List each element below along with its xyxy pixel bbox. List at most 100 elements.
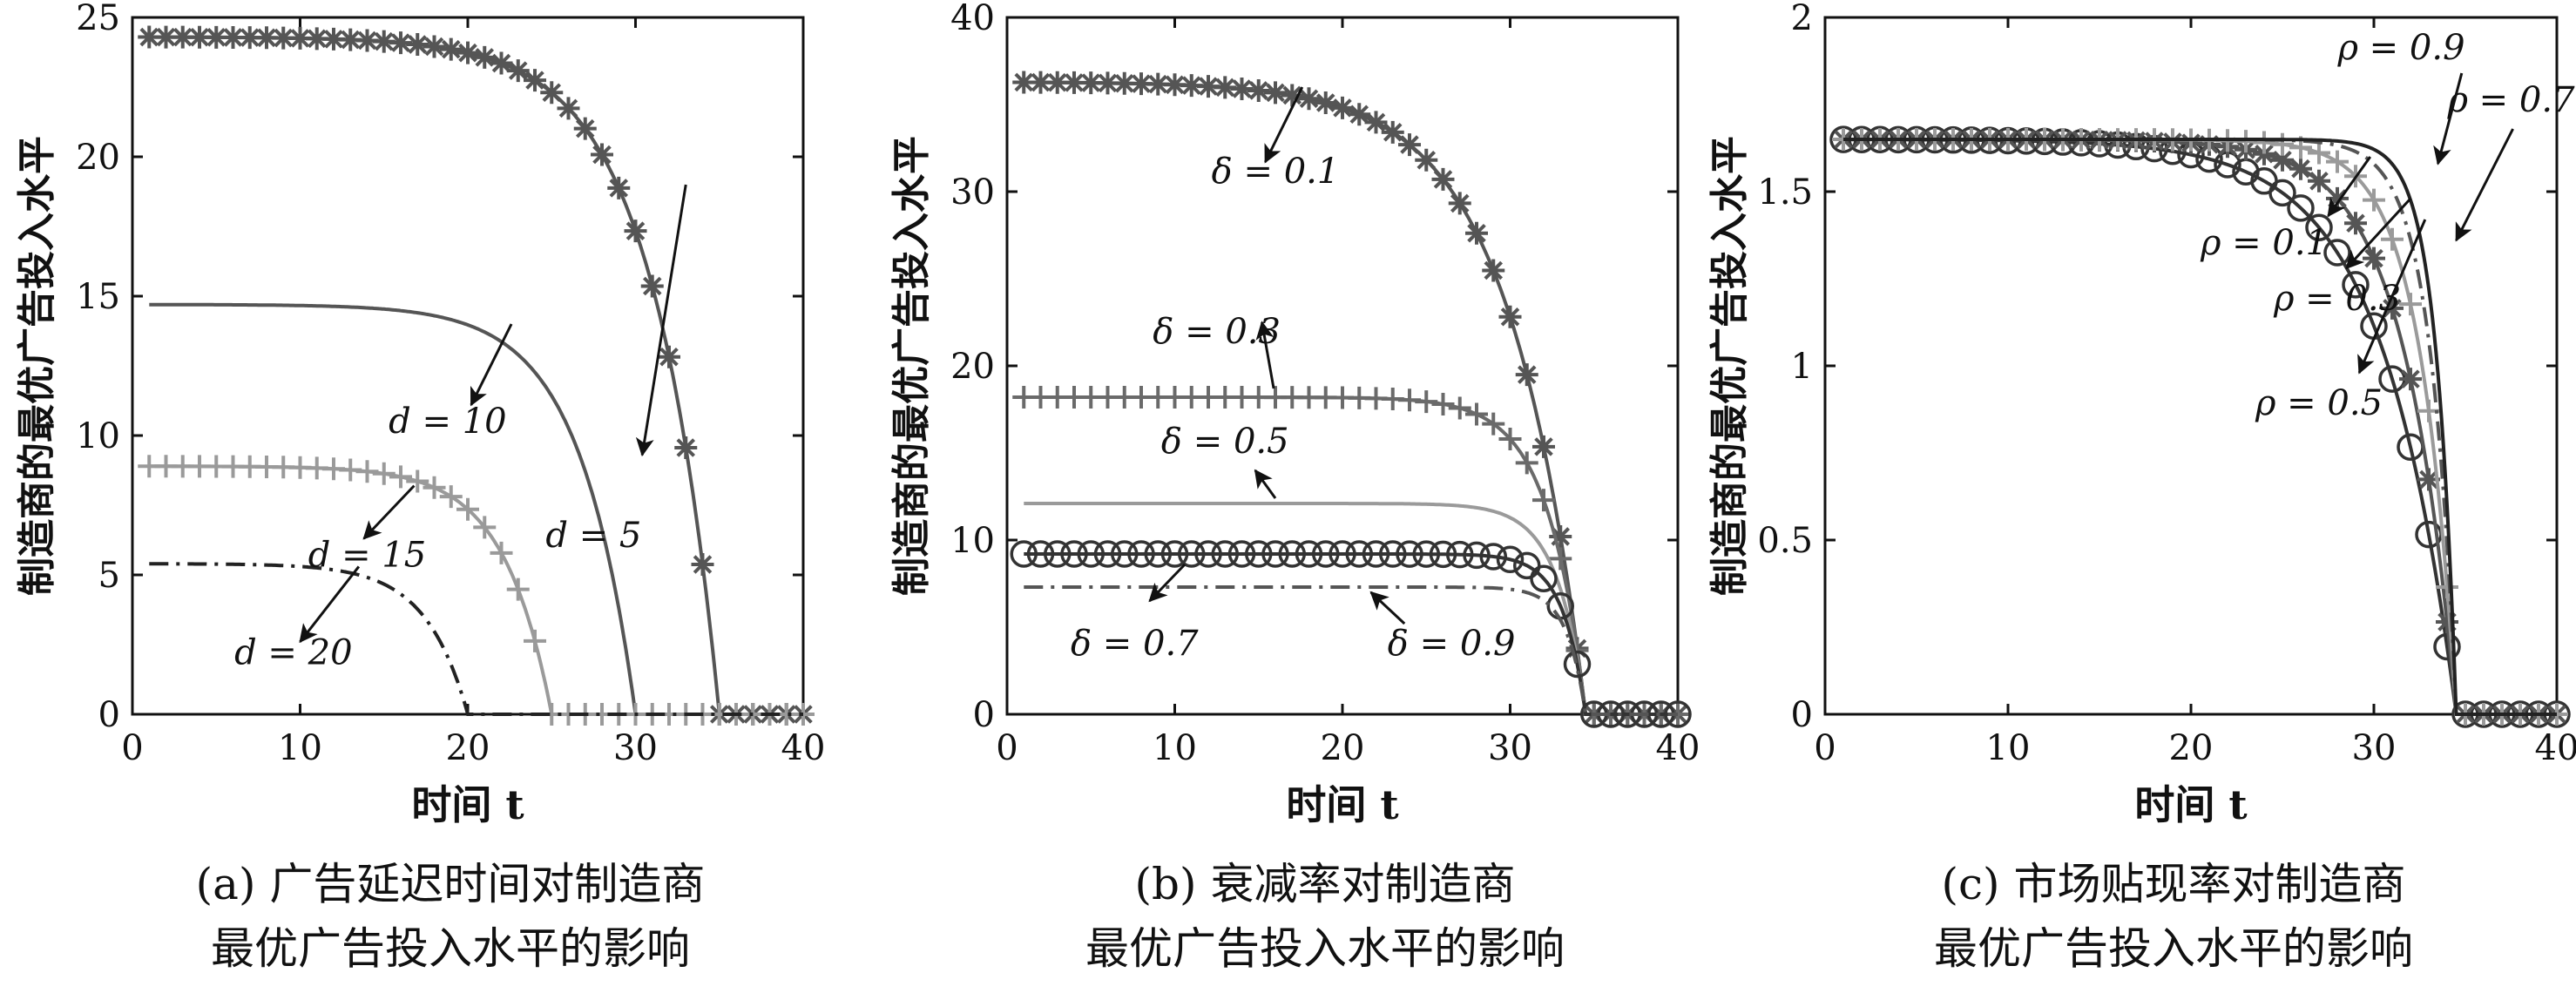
- annotation-label: δ = 0.1: [1212, 152, 1340, 192]
- panel-caption-line: 最优广告投入水平的影响: [1934, 923, 2413, 974]
- data-point: [2253, 131, 2275, 154]
- data-point: [1079, 71, 1103, 95]
- data-point: [1060, 540, 1088, 568]
- data-point: [2271, 148, 2294, 172]
- annotation-label: d = 10: [389, 402, 506, 442]
- data-point: [1026, 540, 1055, 568]
- annotation-label: δ = 0.3: [1153, 312, 1281, 352]
- data-point: [1549, 547, 1572, 571]
- y-tick-label: 20: [950, 347, 995, 387]
- data-point: [1515, 363, 1538, 387]
- x-tick-label: 30: [2352, 728, 2397, 768]
- data-point: [1093, 540, 1122, 568]
- series-line: [149, 562, 803, 716]
- data-point: [1130, 72, 1153, 96]
- x-axis-label: 时间 t: [2134, 781, 2248, 828]
- data-point: [1498, 305, 1522, 328]
- data-point: [138, 25, 161, 49]
- y-tick-label: 20: [76, 138, 120, 178]
- annotation-arrow: [1254, 469, 1277, 499]
- data-point: [188, 25, 211, 49]
- data-point: [372, 462, 396, 485]
- data-point: [524, 69, 546, 92]
- data-point: [439, 37, 463, 61]
- y-tick-label: 2: [1791, 0, 1813, 38]
- data-point: [389, 465, 412, 489]
- data-point: [2381, 227, 2404, 251]
- series-3: [1832, 128, 2568, 726]
- data-point: [1227, 540, 1256, 568]
- annotation-arrow: [2433, 72, 2464, 166]
- data-point: [1415, 390, 1438, 414]
- x-tick-label: 40: [781, 728, 826, 768]
- data-point: [1295, 540, 1323, 568]
- annotation-label: δ = 0.9: [1388, 624, 1516, 664]
- data-point: [1563, 650, 1592, 679]
- x-tick-label: 10: [278, 728, 322, 768]
- data-point: [1345, 540, 1373, 568]
- series-4: [149, 562, 803, 716]
- annotation-arrow: [470, 323, 513, 407]
- data-point: [355, 29, 379, 52]
- data-point: [1012, 71, 1036, 94]
- annotation-arrow: [299, 565, 361, 644]
- data-point: [2271, 132, 2294, 156]
- annotation-label: d = 5: [545, 516, 641, 556]
- y-tick-label: 0.5: [1757, 521, 1813, 561]
- panel-caption-line: (c) 市场贴现率对制造商: [1942, 859, 2406, 909]
- data-point: [1412, 540, 1440, 568]
- chart-panel-a: 0 10 20 30 40 0 5 10 15 20 25 d = 5 d = 10 d = 15 d = …: [15, 0, 825, 974]
- annotation-arrow: [1369, 591, 1406, 625]
- y-tick-label: 10: [950, 521, 995, 561]
- data-point: [2289, 157, 2312, 180]
- data-point: [372, 30, 396, 53]
- data-point: [1348, 103, 1371, 126]
- data-point: [1010, 540, 1038, 568]
- data-point: [1180, 74, 1203, 98]
- x-tick-label: 30: [1488, 728, 1532, 768]
- y-tick-label: 0: [98, 695, 120, 735]
- data-point: [255, 26, 278, 50]
- data-point: [1446, 540, 1474, 569]
- data-point: [540, 81, 564, 105]
- data-point: [473, 45, 497, 69]
- data-point: [1127, 540, 1155, 568]
- data-point: [1029, 71, 1052, 94]
- data-point: [1178, 540, 1206, 568]
- data-point: [1112, 71, 1136, 95]
- chart-panel-c: 0 10 20 30 40 0 0.5 1 1.5 2 ρ = 0.1 ρ = 0.3 ρ = 0.5 ρ…: [1707, 0, 2576, 974]
- y-tick-label: 1: [1791, 347, 1813, 387]
- data-point: [573, 117, 597, 140]
- data-point: [1194, 540, 1222, 568]
- annotation-label: ρ = 0.5: [2255, 383, 2383, 423]
- annotation-arrow: [1148, 563, 1187, 603]
- y-tick-label: 0: [1791, 695, 1813, 735]
- data-point: [490, 541, 513, 564]
- y-tick-label: 0: [973, 695, 995, 735]
- annotation-label: ρ = 0.9: [2336, 28, 2464, 68]
- data-point: [1463, 541, 1491, 570]
- annotation-arrow: [2455, 128, 2514, 242]
- data-point: [2253, 142, 2275, 166]
- data-point: [1247, 78, 1270, 102]
- data-point: [506, 578, 530, 601]
- data-point: [1364, 111, 1388, 134]
- annotation-arrow: [2345, 197, 2412, 270]
- data-point: [355, 460, 379, 483]
- data-point: [1297, 87, 1321, 111]
- data-point: [640, 274, 664, 298]
- x-tick-label: 40: [2535, 728, 2576, 768]
- annotation-label: δ = 0.7: [1071, 624, 1199, 664]
- x-tick-label: 40: [1656, 728, 1700, 768]
- data-point: [154, 25, 178, 49]
- data-point: [1482, 412, 1505, 436]
- data-point: [591, 143, 613, 166]
- series-line: [149, 35, 803, 716]
- data-point: [2344, 212, 2367, 235]
- series-line: [1024, 502, 1678, 716]
- x-tick-label: 0: [121, 728, 143, 768]
- annotation-label: ρ = 0.3: [2273, 279, 2401, 319]
- data-point: [1448, 396, 1471, 420]
- x-tick-label: 10: [1153, 728, 1197, 768]
